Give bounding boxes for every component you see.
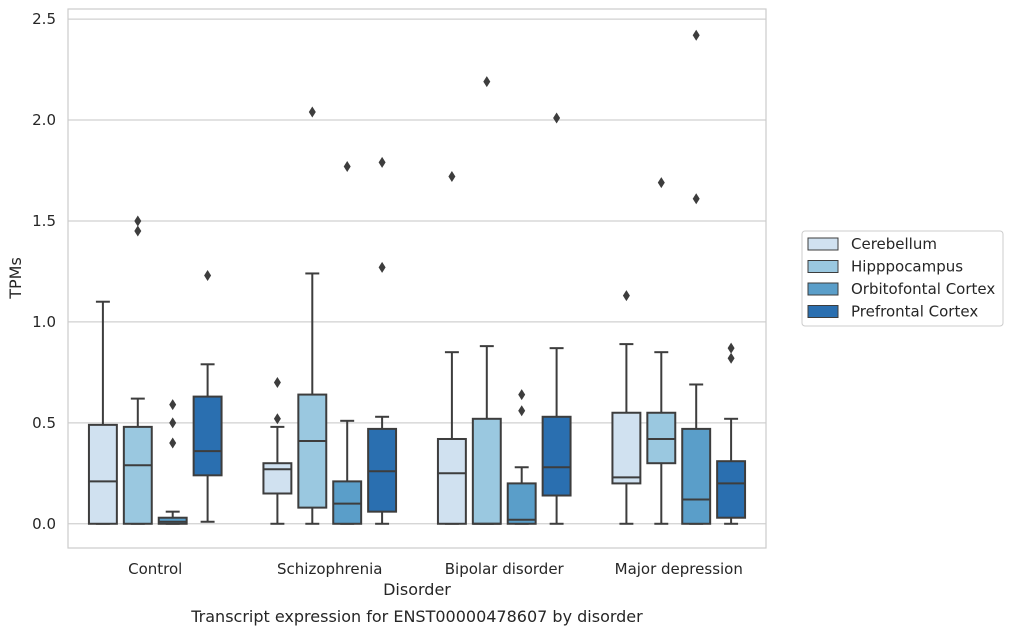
box	[611, 290, 642, 525]
box-iqr	[716, 460, 747, 519]
outlier-point	[483, 76, 491, 88]
outlier-point	[273, 413, 281, 425]
chart-caption: Transcript expression for ENST0000047860…	[190, 607, 643, 626]
outlier-point	[622, 290, 630, 302]
x-tick-label: Bipolar disorder	[445, 560, 565, 578]
outlier-point	[692, 29, 700, 41]
box	[646, 177, 677, 525]
legend-frame	[801, 230, 1004, 327]
box	[506, 389, 537, 525]
legend-label: Prefrontal Cortex	[851, 303, 978, 321]
legend-items: Cerebellum Hipppocampus Orbitofontal Corte…	[807, 235, 995, 321]
box-iqr	[157, 516, 188, 525]
legend-label: Orbitofontal Cortex	[851, 280, 995, 298]
box-iqr	[332, 480, 363, 525]
series-cerebellum	[87, 171, 642, 525]
box-iqr	[506, 482, 537, 525]
legend-swatch	[807, 282, 839, 296]
outlier-point	[273, 376, 281, 388]
y-tick-label: 1.5	[32, 212, 56, 230]
box-iqr	[471, 417, 502, 525]
box-iqr	[262, 462, 293, 495]
outlier-point	[518, 405, 526, 417]
legend-swatch	[807, 260, 839, 273]
box	[541, 112, 572, 525]
outlier-point	[657, 177, 665, 189]
outlier-point	[169, 437, 177, 449]
box	[367, 156, 398, 525]
box-iqr	[681, 427, 712, 525]
box-iqr	[87, 423, 118, 525]
outlier-point	[134, 215, 142, 227]
x-axis-ticks: Control Schizophrenia Bipolar disorder Majo…	[128, 560, 743, 578]
legend: Cerebellum Hipppocampus Orbitofontal Corte…	[801, 230, 1004, 327]
box-iqr	[436, 437, 467, 525]
outlier-point	[727, 352, 735, 364]
outlier-point	[204, 269, 212, 281]
box	[681, 29, 712, 525]
box	[122, 215, 153, 525]
box	[192, 269, 223, 523]
y-tick-label: 0.5	[32, 414, 56, 432]
outlier-point	[518, 389, 526, 401]
box	[471, 76, 502, 525]
box-iqr	[541, 415, 572, 497]
y-tick-label: 1.0	[32, 313, 56, 331]
box	[332, 160, 363, 525]
box	[297, 106, 328, 525]
box	[87, 300, 118, 525]
box-series	[87, 29, 747, 525]
outlier-point	[378, 261, 386, 273]
box-iqr	[367, 427, 398, 513]
legend-swatch	[807, 305, 839, 318]
y-tick-label: 0.0	[32, 515, 56, 533]
legend-label: Cerebellum	[851, 235, 937, 253]
y-axis-ticks: 0.0 0.5 1.0 1.5 2.0 2.5	[32, 10, 56, 533]
y-tick-label: 2.0	[32, 111, 56, 129]
box-iqr	[297, 393, 328, 509]
outlier-point	[308, 106, 316, 118]
outlier-point	[553, 112, 561, 124]
outlier-point	[448, 171, 456, 183]
box	[716, 342, 747, 525]
outlier-point	[378, 156, 386, 168]
box-iqr	[122, 425, 153, 525]
gridlines	[68, 18, 766, 525]
plot-area-frame	[67, 8, 767, 549]
outlier-point	[169, 417, 177, 429]
box-iqr	[611, 411, 642, 485]
outlier-point	[169, 399, 177, 411]
outlier-point	[727, 342, 735, 354]
outlier-point	[134, 225, 142, 237]
series-orbitofontal-cortex	[157, 29, 712, 525]
x-tick-label: Major depression	[615, 560, 743, 578]
legend-label: Hipppocampus	[851, 258, 963, 276]
y-tick-label: 2.5	[32, 10, 56, 28]
legend-swatch	[807, 237, 839, 251]
x-tick-label: Schizophrenia	[277, 560, 382, 578]
x-tick-label: Control	[128, 560, 182, 578]
box	[157, 399, 188, 525]
box	[436, 171, 467, 525]
box	[262, 376, 293, 525]
outlier-point	[343, 160, 351, 172]
outlier-point	[692, 193, 700, 205]
box-iqr	[192, 395, 223, 477]
series-hipppocampus	[122, 76, 677, 525]
box-iqr	[646, 411, 677, 465]
series-prefrontal-cortex	[192, 112, 747, 525]
y-axis-title: TPMs	[6, 257, 25, 300]
x-axis-title: Disorder	[383, 580, 451, 599]
